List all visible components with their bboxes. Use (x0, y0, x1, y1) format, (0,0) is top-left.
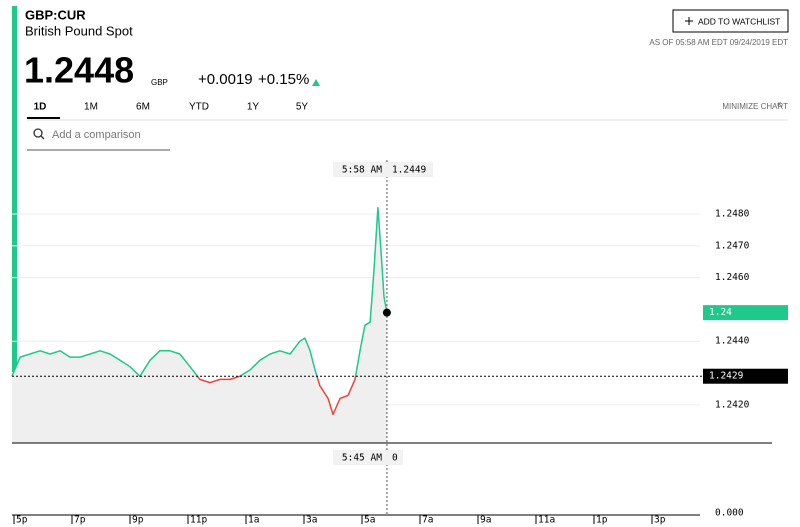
prev-close-badge (703, 368, 788, 384)
tab[interactable]: 5Y (296, 102, 309, 113)
security-name: British Pound Spot (25, 23, 133, 38)
search-icon-handle (40, 135, 45, 140)
last-badge (703, 305, 788, 321)
y-tick-label: 1.2440 (715, 336, 750, 347)
x-tick-label: 9a (480, 515, 491, 526)
tab[interactable]: 1D (34, 102, 47, 113)
volume-badge (333, 450, 403, 465)
crosshair-time: 5:58 AM (342, 165, 382, 176)
y-tick-label: 1.2420 (715, 399, 750, 410)
x-tick-label: 9p (132, 515, 144, 526)
crosshair-badge (333, 162, 433, 177)
search-icon (33, 128, 43, 138)
as-of: AS OF 05:58 AM EDT 09/24/2019 EDT (649, 38, 788, 47)
x-tick-label: 1p (596, 515, 608, 526)
minimize-chart[interactable]: MINIMIZE CHART (722, 102, 788, 111)
ticker: GBP:CUR (25, 7, 86, 22)
chart: 1.24801.24701.24601.24401.2420BloombergM… (11, 160, 788, 526)
volume-axis-label: 0.000 (715, 508, 744, 519)
x-tick-label: 1a (248, 515, 259, 526)
change: +0.0019 (198, 71, 253, 88)
active-tab-underline (27, 117, 60, 119)
x-tick-label: 7p (74, 515, 86, 526)
prev-close-label: 1.2429 (709, 371, 744, 382)
change-pct: +0.15% (258, 71, 309, 88)
up-arrow (312, 79, 320, 86)
x-tick-label: 11p (190, 515, 207, 526)
currency: GBP (151, 78, 168, 87)
watchlist-label[interactable]: ADD TO WATCHLIST (698, 16, 780, 26)
comparison-input[interactable]: Add a comparison (52, 129, 141, 141)
area-fill (12, 207, 387, 443)
crosshair-value: 1.2449 (392, 165, 427, 176)
tab[interactable]: 1M (84, 102, 98, 113)
accent-bar (12, 6, 17, 372)
x-tick-label: 7a (422, 515, 433, 526)
watchlist-button[interactable]: ADD TO WATCHLIST (672, 9, 789, 33)
price-line (11, 206, 388, 416)
volume-value: 0 (392, 453, 398, 464)
y-tick-label: 1.2470 (715, 240, 750, 251)
tab[interactable]: 6M (136, 102, 150, 113)
price: 1.2448 (24, 50, 134, 91)
tab[interactable]: 1Y (247, 102, 260, 113)
volume-time: 5:45 AM (342, 453, 382, 464)
last-label: 1.24 (709, 307, 732, 318)
y-tick-label: 1.2460 (715, 272, 750, 283)
x-tick-label: 5p (16, 515, 28, 526)
x-tick-label: 3a (306, 515, 317, 526)
tab[interactable]: YTD (189, 102, 209, 113)
x-tick-label: 3p (654, 515, 666, 526)
minimize-icon[interactable] (777, 102, 783, 108)
last-point (382, 308, 391, 317)
x-tick-label: 5a (364, 515, 375, 526)
x-tick-label: 11a (538, 515, 555, 526)
y-tick-label: 1.2480 (715, 209, 750, 220)
